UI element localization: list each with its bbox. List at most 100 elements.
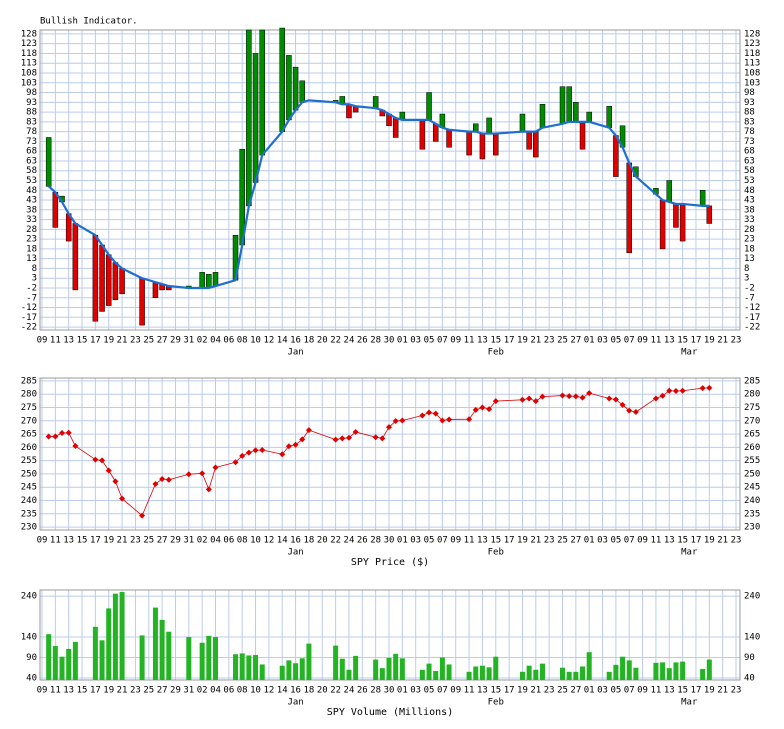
x-tick-label: 17 (504, 686, 515, 696)
y-tick-label: 285 (21, 376, 37, 386)
x-tick-label: 05 (424, 536, 435, 546)
volume-bar (706, 659, 712, 680)
x-tick-label: 17 (691, 536, 702, 546)
x-tick-label: 17 (691, 336, 702, 346)
bar-up (372, 96, 379, 109)
price-marker (199, 470, 206, 477)
x-axis-label: SPY Price ($) (351, 557, 429, 568)
price-marker (245, 449, 252, 456)
x-tick-label: 21 (530, 536, 541, 546)
x-tick-label: 12 (263, 686, 274, 696)
volume-bar (152, 607, 158, 680)
price-marker (559, 392, 566, 399)
x-axis-label: SPY Volume (Millions) (327, 707, 453, 718)
volume-bar (66, 648, 72, 680)
y-tick-label: -7 (26, 293, 37, 303)
x-month-label: Jan (287, 348, 303, 358)
x-tick-label: 01 (584, 336, 595, 346)
bar-down (466, 131, 472, 156)
x-tick-label: 07 (437, 686, 448, 696)
volume-bar (426, 663, 432, 680)
y-tick-label: 93 (26, 98, 37, 108)
price-marker (632, 409, 639, 416)
bar-down (72, 223, 79, 291)
x-tick-label: 10 (250, 536, 261, 546)
x-tick-label: 23 (544, 336, 555, 346)
y-tick-label: 48 (26, 186, 37, 196)
x-tick-label: 23 (731, 336, 742, 346)
volume-bar (633, 667, 639, 680)
bar-up (199, 272, 205, 289)
y-tick-label-right: 240 (744, 592, 760, 602)
bar-up (259, 29, 265, 156)
x-tick-label: 09 (637, 686, 648, 696)
x-tick-label: 24 (344, 686, 355, 696)
y-tick-label-right: 123 (744, 39, 760, 49)
y-tick-label-right: 235 (744, 509, 760, 519)
volume-bar (700, 668, 706, 680)
x-tick-label: 05 (610, 686, 621, 696)
y-tick-label: 68 (26, 147, 37, 157)
volume-bar (72, 641, 78, 680)
bar-up (486, 117, 492, 134)
x-tick-label: 03 (410, 336, 421, 346)
x-tick-label: 13 (477, 336, 488, 346)
x-tick-label: 09 (450, 336, 461, 346)
x-tick-label: 28 (370, 536, 381, 546)
x-tick-label: 09 (637, 336, 648, 346)
x-tick-label: 02 (197, 536, 208, 546)
price-marker (372, 434, 379, 441)
bar-up (299, 80, 305, 103)
x-tick-label: 25 (557, 536, 568, 546)
y-tick-label-right: 240 (744, 496, 760, 506)
volume-bar (393, 653, 399, 680)
x-tick-label: 18 (304, 536, 315, 546)
price-marker (165, 476, 172, 483)
x-tick-label: 24 (344, 536, 355, 546)
x-tick-label: 22 (330, 686, 341, 696)
y-tick-label-right: 83 (744, 117, 755, 127)
x-tick-label: 08 (237, 686, 248, 696)
price-marker (486, 406, 493, 413)
y-tick-label: 240 (21, 592, 37, 602)
y-tick-label-right: 128 (744, 29, 760, 39)
x-tick-label: 17 (90, 536, 101, 546)
price-marker (606, 395, 613, 402)
y-tick-label-right: 73 (744, 137, 755, 147)
bar-down (112, 262, 119, 300)
y-tick-label: 235 (21, 509, 37, 519)
price-marker (492, 398, 499, 405)
volume-bar (586, 652, 592, 680)
y-tick-label-right: 103 (744, 78, 760, 88)
y-tick-label: 128 (21, 29, 37, 39)
volume-bar (433, 671, 439, 680)
bar-up (426, 92, 432, 121)
x-month-label: Mar (681, 698, 698, 708)
price-marker (305, 427, 312, 434)
x-tick-label: 07 (624, 536, 635, 546)
x-tick-label: 30 (384, 686, 395, 696)
x-tick-label: 11 (464, 536, 475, 546)
price-marker (159, 475, 166, 482)
x-tick-label: 21 (530, 686, 541, 696)
x-tick-label: 02 (197, 336, 208, 346)
y-tick-label: 33 (26, 215, 37, 225)
x-tick-label: 11 (651, 686, 662, 696)
volume-bar (259, 664, 265, 680)
y-tick-label-right: 88 (744, 108, 755, 118)
x-tick-label: 04 (210, 336, 221, 346)
bar-down (105, 254, 112, 306)
y-tick-label: 53 (26, 176, 37, 186)
price-marker (586, 390, 593, 397)
x-tick-label: 15 (77, 536, 88, 546)
volume-bar (386, 657, 392, 680)
x-tick-label: 06 (223, 336, 234, 346)
y-tick-label: 78 (26, 127, 37, 137)
bar-up (252, 53, 259, 183)
x-tick-label: 01 (584, 536, 595, 546)
x-month-label: Mar (681, 348, 698, 358)
volume-bar (279, 665, 285, 680)
volume-bar (353, 655, 359, 680)
volume-bar (186, 637, 192, 680)
